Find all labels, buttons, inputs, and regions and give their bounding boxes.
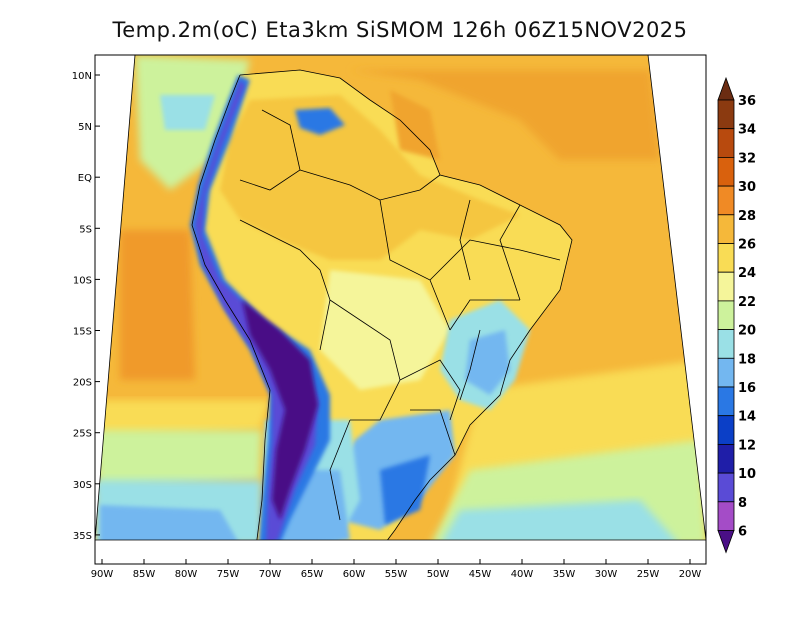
colorbar-label: 36 xyxy=(738,94,756,109)
colorbar-label: 30 xyxy=(738,180,756,195)
lon-tick-label: 90W xyxy=(91,569,114,580)
south-pacific-band-22 xyxy=(95,430,262,490)
lon-tick-label: 20W xyxy=(679,569,702,580)
colorbar-label: 14 xyxy=(738,410,756,425)
colorbar-segment xyxy=(717,300,735,330)
lon-tick-label: 60W xyxy=(343,569,366,580)
lat-tick-label: 20S xyxy=(73,378,92,389)
south-atlantic-band-20 xyxy=(440,500,680,540)
colorbar-segment xyxy=(717,357,735,388)
colorbar-segment xyxy=(717,99,735,130)
colorbar-segment xyxy=(717,185,735,216)
lat-tick-label: 30S xyxy=(73,480,92,491)
map-title: Temp.2m(oC) Eta3km SiSMOM 126h 06Z15NOV2… xyxy=(112,18,688,42)
lon-tick-label: 65W xyxy=(301,569,324,580)
colorbar-label: 24 xyxy=(738,266,756,281)
colorbar: 36 34 32 30 28 26 24 22 20 18 16 14 12 10 8 6 xyxy=(717,76,756,554)
colorbar-top-arrow xyxy=(717,76,735,101)
colorbar-label: 18 xyxy=(738,352,756,367)
colorbar-segment xyxy=(717,329,735,359)
lat-tick-label: 15S xyxy=(73,327,92,338)
colorbar-label: 20 xyxy=(738,324,756,339)
lon-tick-label: 45W xyxy=(469,569,492,580)
colorbar-bottom-arrow xyxy=(717,530,735,554)
colorbar-label: 34 xyxy=(738,123,756,138)
colorbar-segment xyxy=(717,472,735,503)
lat-tick-label: 10S xyxy=(73,275,92,286)
colorbar-segment xyxy=(717,271,735,302)
lon-tick-label: 30W xyxy=(595,569,618,580)
axes-frame xyxy=(94,54,707,565)
colorbar-segment xyxy=(717,501,735,531)
country-borders xyxy=(191,69,573,540)
lat-tick-label: 5N xyxy=(78,122,92,133)
lon-tick-label: 50W xyxy=(427,569,450,580)
colorbar-label: 12 xyxy=(738,438,756,453)
lon-tick-label: 85W xyxy=(133,569,156,580)
colorbar-label: 10 xyxy=(738,467,756,482)
lat-tick-label: 35S xyxy=(73,531,92,542)
lon-tick-label: 55W xyxy=(385,569,408,580)
south-pacific-band-18 xyxy=(100,505,240,540)
colorbar-segment xyxy=(717,214,735,244)
colorbar-segment xyxy=(717,128,735,158)
warm-atlantic-area xyxy=(350,70,660,160)
colorbar-label: 6 xyxy=(738,525,747,540)
colorbar-label: 16 xyxy=(738,381,756,396)
lat-tick-label: 10N xyxy=(72,71,92,82)
colorbar-segment xyxy=(717,243,735,273)
colorbar-label: 32 xyxy=(738,151,756,166)
latitude-axis: 10N 5N EQ 5S 10S 15S 20S 25S 30S 35S xyxy=(72,71,100,542)
lon-tick-label: 80W xyxy=(175,569,198,580)
colorbar-label: 28 xyxy=(738,209,756,224)
colorbar-segment xyxy=(717,443,735,474)
lat-tick-label: EQ xyxy=(78,173,92,184)
lon-tick-label: 70W xyxy=(259,569,282,580)
colorbar-label: 8 xyxy=(738,496,747,511)
lat-tick-label: 25S xyxy=(73,429,92,440)
colorbar-segment xyxy=(717,415,735,445)
lon-tick-label: 40W xyxy=(511,569,534,580)
lon-tick-label: 75W xyxy=(217,569,240,580)
lat-tick-label: 5S xyxy=(79,224,92,235)
colorbar-segment xyxy=(717,156,735,187)
north-pacific-cold-patch xyxy=(160,95,215,130)
colorbar-label: 26 xyxy=(738,238,756,253)
warm-pacific-area xyxy=(120,230,195,380)
lon-tick-label: 35W xyxy=(553,569,576,580)
lon-tick-label: 25W xyxy=(637,569,660,580)
colorbar-label: 22 xyxy=(738,295,756,310)
temperature-field xyxy=(95,55,706,540)
colorbar-segment xyxy=(717,386,735,417)
south-america-landmass xyxy=(190,70,572,540)
longitude-axis: 90W 85W 80W 75W 70W 65W 60W 55W 50W 45W 40W 35W 30W 2… xyxy=(91,559,702,580)
